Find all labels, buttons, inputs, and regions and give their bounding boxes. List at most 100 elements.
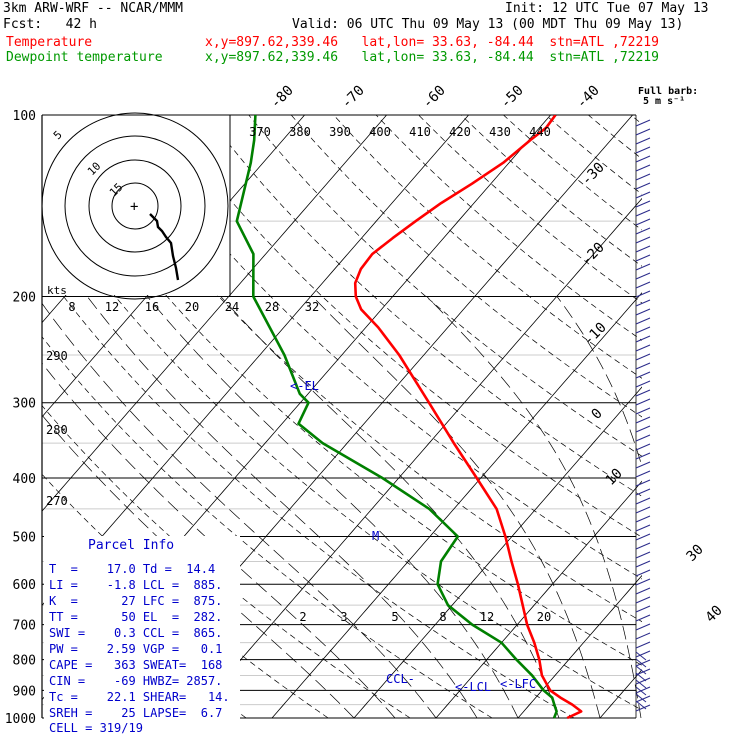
wind-barb bbox=[635, 686, 647, 696]
wind-barb bbox=[635, 686, 651, 694]
wind-barbs: Full barb:5 m s⁻¹ bbox=[635, 86, 698, 712]
wind-barb bbox=[635, 371, 651, 379]
pressure-tick-label: 700 bbox=[13, 619, 36, 634]
dry-adiabat-line bbox=[206, 115, 642, 497]
isotherm-line bbox=[517, 574, 642, 719]
isotherm-line bbox=[353, 386, 642, 719]
hodograph-speed-tick-label: 16 bbox=[145, 300, 159, 314]
wind-barb bbox=[635, 398, 651, 406]
valid-time: Valid: 06 UTC Thu 09 May 13 (00 MDT Thu … bbox=[292, 17, 684, 32]
mixing-ratio-label: 5 bbox=[391, 610, 398, 624]
wind-barb bbox=[635, 693, 647, 703]
wind-barb bbox=[635, 700, 647, 710]
isotherm-line bbox=[271, 292, 642, 719]
hodograph-origin: + bbox=[130, 199, 138, 215]
dry-adiabat-line bbox=[716, 115, 740, 718]
isotherm-label: -10 bbox=[581, 320, 610, 349]
dry-adiabat-line bbox=[42, 123, 642, 666]
wind-barb bbox=[635, 326, 651, 334]
level-annotation: <-LFC bbox=[500, 677, 536, 691]
isotherm-label: -40 bbox=[574, 83, 603, 112]
sounding-traces bbox=[235, 115, 583, 720]
dry-adiabat-line bbox=[333, 115, 642, 379]
parcel-info-panel: Parcel Info T = 17.0 Td = 14.4 LI = -1.8… bbox=[44, 538, 240, 735]
dry-adiabat-line bbox=[248, 115, 642, 457]
wind-barb bbox=[635, 632, 651, 640]
wind-barb bbox=[635, 146, 651, 154]
pressure-tick-label: 100 bbox=[13, 109, 36, 124]
hodograph-ring bbox=[88, 159, 182, 253]
wind-barb bbox=[635, 677, 651, 685]
isotherm-label: 10 bbox=[603, 466, 626, 489]
wind-barb bbox=[635, 335, 651, 343]
wind-barb bbox=[635, 308, 651, 316]
wind-barb bbox=[635, 317, 651, 325]
isotherm-line bbox=[42, 115, 305, 418]
dewpoint-trace bbox=[235, 115, 558, 719]
wind-barb bbox=[635, 182, 651, 190]
isotherm-label: -70 bbox=[339, 83, 368, 112]
pressure-tick-label: 900 bbox=[13, 684, 36, 699]
wind-barb bbox=[635, 515, 651, 523]
wind-barb bbox=[635, 272, 651, 280]
parcel-info-row: TT = 50 EL = 282. bbox=[49, 610, 223, 624]
parcel-info-row: SREH = 25 LAPSE= 6.7 bbox=[49, 706, 223, 720]
parcel-info-row: Tc = 22.1 SHEAR= 14. bbox=[49, 690, 230, 704]
wind-barb bbox=[635, 659, 651, 667]
wind-barb bbox=[635, 137, 651, 145]
wind-barb bbox=[635, 263, 651, 271]
wind-barb bbox=[635, 596, 651, 604]
wind-barb bbox=[635, 362, 651, 370]
isotherm-label: -50 bbox=[498, 83, 527, 112]
parcel-info-row: K = 27 LFC = 875. bbox=[49, 594, 223, 608]
dewpoint-legend-label: Dewpoint temperature bbox=[6, 50, 163, 65]
wind-barb bbox=[635, 672, 647, 682]
isotherm-line bbox=[435, 480, 642, 719]
wind-barb bbox=[635, 407, 651, 415]
wind-barb bbox=[635, 461, 651, 469]
wind-barb bbox=[635, 533, 651, 541]
wind-barb bbox=[635, 560, 651, 568]
dry-adiabat-line bbox=[588, 115, 642, 160]
parcel-info-row: LI = -1.8 LCL = 885. bbox=[49, 578, 223, 592]
wind-barb bbox=[635, 569, 651, 577]
wind-barb bbox=[635, 128, 651, 136]
chart-frame bbox=[41, 114, 637, 728]
mixing-ratio-label: 12 bbox=[480, 610, 494, 624]
isotherm-label: -60 bbox=[420, 83, 449, 112]
init-time: Init: 12 UTC Tue 07 May 13 bbox=[505, 1, 709, 16]
wind-barb bbox=[635, 614, 651, 622]
mixing-ratio-label: 20 bbox=[537, 610, 551, 624]
wind-barb bbox=[635, 542, 651, 550]
theta-e-label: 390 bbox=[329, 125, 351, 139]
level-annotation: CCL- bbox=[386, 672, 415, 686]
wind-legend-subtitle: 5 m s⁻¹ bbox=[643, 96, 685, 107]
wind-barb bbox=[635, 236, 651, 244]
theta-e-label: 410 bbox=[409, 125, 431, 139]
temperature-trace bbox=[353, 115, 583, 720]
isotherm-line bbox=[682, 115, 740, 718]
theta-label: 280 bbox=[46, 423, 68, 437]
dry-adiabat-line bbox=[42, 196, 642, 711]
hodograph-trace bbox=[149, 213, 180, 281]
isotherm-label: -80 bbox=[268, 83, 297, 112]
wind-barb bbox=[635, 209, 651, 217]
wind-barb bbox=[635, 380, 651, 388]
theta-e-label: 400 bbox=[369, 125, 391, 139]
parcel-info-row: PW = 2.59 VGP = 0.1 bbox=[49, 642, 223, 656]
hodograph-speed-tick-label: 12 bbox=[105, 300, 119, 314]
isotherm-line bbox=[42, 115, 387, 512]
wind-barb bbox=[635, 443, 651, 451]
level-annotation: M bbox=[372, 529, 379, 543]
parcel-info-row: CAPE = 363 SWEAT= 168 bbox=[49, 658, 223, 672]
hodograph-speed-tick-label: 24 bbox=[225, 300, 239, 314]
dry-adiabat-line bbox=[503, 115, 642, 231]
header: 3km ARW-WRF -- NCAR/MMM Init: 12 UTC Tue… bbox=[0, 0, 740, 70]
parcel-info-row: CIN = -69 HWBZ= 2857. bbox=[49, 674, 223, 688]
isotherm-line bbox=[599, 669, 642, 719]
wind-barb bbox=[635, 497, 651, 505]
pressure-tick-label: 800 bbox=[13, 654, 36, 669]
wind-barb bbox=[635, 488, 651, 496]
